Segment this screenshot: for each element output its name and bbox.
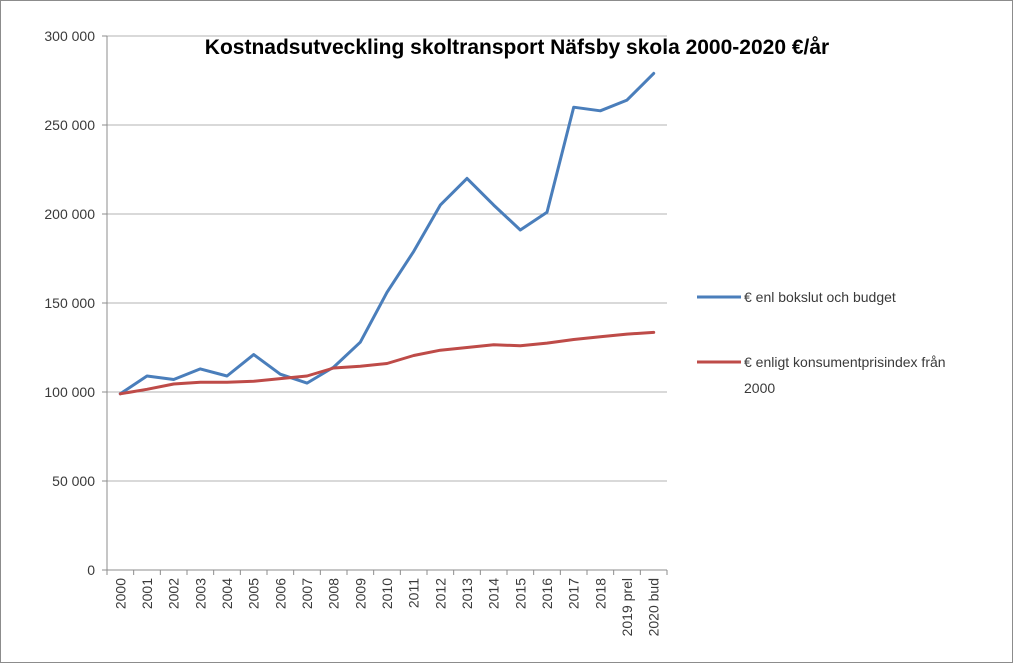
x-tick-label: 2008 (326, 578, 342, 609)
x-tick-label: 2009 (352, 578, 368, 609)
y-tick-label: 200 000 (44, 206, 95, 222)
series-line-2 (118, 330, 656, 396)
x-tick-label: 2014 (486, 578, 502, 609)
legend-label: 2000 (744, 380, 775, 396)
chart-title: Kostnadsutveckling skoltransport Näfsby … (205, 36, 829, 59)
x-tick-label: 2018 (592, 578, 608, 609)
x-tick-label: 2016 (539, 578, 555, 609)
x-tick-label: 2019 prel (619, 578, 635, 636)
y-tick-label: 150 000 (44, 295, 95, 311)
x-tick-label: 2017 (566, 578, 582, 609)
y-tick-label: 250 000 (44, 117, 95, 133)
series-line-1 (118, 71, 656, 396)
x-tick-label: 2007 (299, 578, 315, 609)
x-tick-label: 2010 (379, 578, 395, 609)
x-tick-label: 2001 (139, 578, 155, 609)
y-tick-label: 0 (87, 562, 95, 578)
x-tick-label: 2000 (112, 578, 128, 609)
legend-label: € enl bokslut och budget (744, 289, 896, 305)
legend-label: € enligt konsumentprisindex från (744, 354, 946, 370)
x-tick-label: 2011 (406, 578, 422, 608)
x-tick-label: 2002 (166, 578, 182, 609)
x-tick-label: 2005 (246, 578, 262, 609)
x-tick-label: 2012 (432, 578, 448, 609)
x-tick-label: 2003 (192, 578, 208, 609)
x-tick-label: 2013 (459, 578, 475, 609)
x-tick-label: 2020 bud (646, 578, 662, 636)
x-tick-label: 2004 (219, 578, 235, 609)
y-tick-label: 300 000 (44, 28, 95, 44)
y-tick-label: 50 000 (52, 473, 95, 489)
x-tick-label: 2006 (272, 578, 288, 609)
y-tick-label: 100 000 (44, 384, 95, 400)
x-tick-label: 2015 (512, 578, 528, 609)
